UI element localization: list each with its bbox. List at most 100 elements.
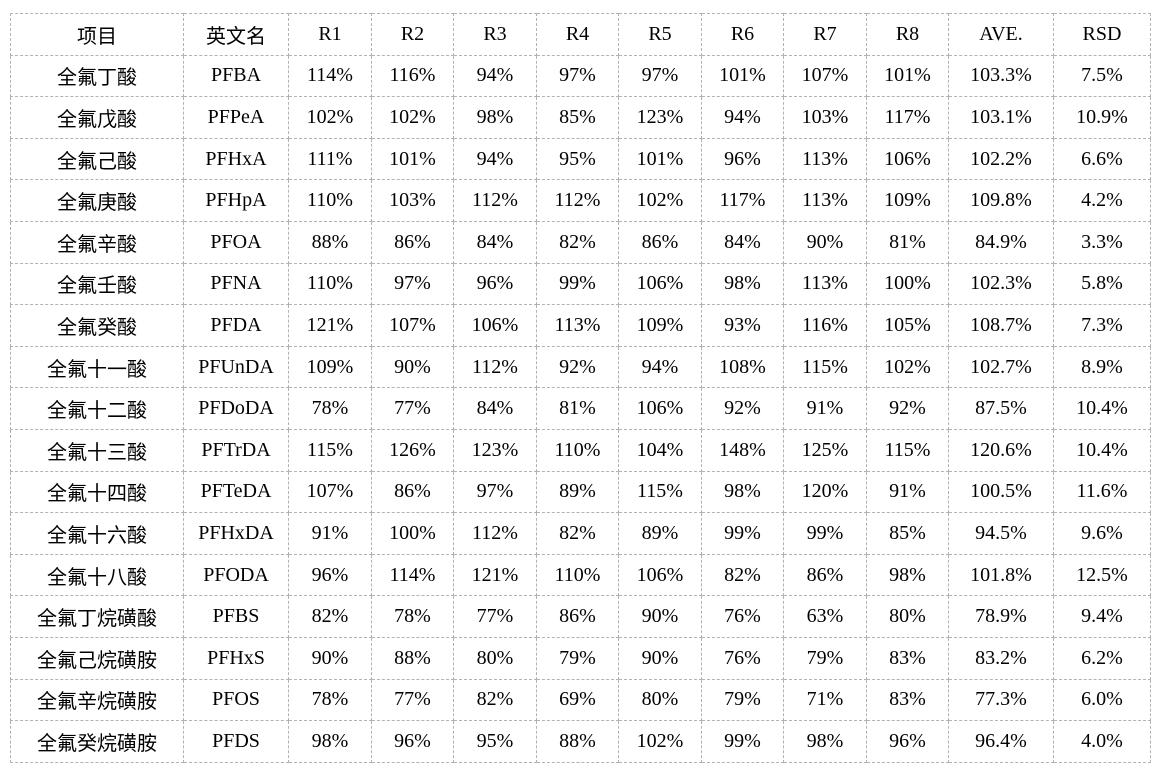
r1-cell: 88% [288, 220, 372, 264]
r7-cell: 90% [783, 220, 867, 264]
table-row: 全氟戊酸 PFPeA 102% 102% 98% 85% 123% 94% 103% 117% 10… [10, 96, 1151, 139]
item-cell: 全氟十四酸 [10, 470, 184, 514]
r7-cell: 103% [783, 96, 867, 139]
r7-cell: 63% [783, 595, 867, 638]
r5-cell: 97% [618, 54, 702, 98]
r7-cell: 115% [783, 345, 867, 389]
r2-cell: 96% [371, 720, 454, 763]
ave-cell: 108.7% [948, 304, 1054, 347]
r6-cell: 93% [701, 304, 784, 347]
r1-cell: 82% [288, 595, 372, 638]
item-cell: 全氟辛酸 [10, 220, 184, 264]
r3-cell: 97% [453, 470, 537, 514]
rsd-cell: 6.2% [1053, 636, 1151, 680]
column-header-r6: R6 [701, 13, 784, 56]
r5-cell: 86% [618, 220, 702, 264]
r3-cell: 82% [453, 678, 537, 722]
r4-cell: 85% [536, 96, 619, 139]
r4-cell: 110% [536, 553, 619, 597]
r6-cell: 76% [701, 636, 784, 680]
r4-cell: 89% [536, 470, 619, 514]
column-header-abbr: 英文名 [183, 13, 289, 56]
r2-cell: 88% [371, 636, 454, 680]
r3-cell: 94% [453, 137, 537, 181]
r8-cell: 98% [866, 553, 949, 597]
r8-cell: 102% [866, 345, 949, 389]
table-row: 全氟十四酸 PFTeDA 107% 86% 97% 89% 115% 98% 120% 91% 10… [10, 470, 1151, 514]
r8-cell: 81% [866, 220, 949, 264]
r5-cell: 102% [618, 179, 702, 222]
r4-cell: 95% [536, 137, 619, 181]
ave-cell: 77.3% [948, 678, 1054, 722]
r1-cell: 115% [288, 428, 372, 472]
table-row: 全氟辛酸 PFOA 88% 86% 84% 82% 86% 84% 90% 81% 84.9% 3.3… [10, 220, 1151, 264]
r7-cell: 98% [783, 720, 867, 763]
table-row: 全氟丁烷磺酸 PFBS 82% 78% 77% 86% 90% 76% 63% 80% 78.9% 9… [10, 595, 1151, 638]
r2-cell: 101% [371, 137, 454, 181]
r4-cell: 110% [536, 428, 619, 472]
r1-cell: 98% [288, 720, 372, 763]
r6-cell: 84% [701, 220, 784, 264]
r3-cell: 123% [453, 428, 537, 472]
ave-cell: 103.1% [948, 96, 1054, 139]
r3-cell: 84% [453, 387, 537, 430]
r8-cell: 91% [866, 470, 949, 514]
r8-cell: 101% [866, 54, 949, 98]
r3-cell: 84% [453, 220, 537, 264]
r2-cell: 77% [371, 678, 454, 722]
r1-cell: 91% [288, 512, 372, 555]
ave-cell: 83.2% [948, 636, 1054, 680]
r5-cell: 80% [618, 678, 702, 722]
table-row: 全氟十六酸 PFHxDA 91% 100% 112% 82% 89% 99% 99% 85% 94.… [10, 512, 1151, 555]
item-cell: 全氟己酸 [10, 137, 184, 181]
r2-cell: 107% [371, 304, 454, 347]
r1-cell: 107% [288, 470, 372, 514]
r3-cell: 96% [453, 262, 537, 306]
r2-cell: 86% [371, 470, 454, 514]
item-cell: 全氟壬酸 [10, 262, 184, 306]
table-row: 全氟癸酸 PFDA 121% 107% 106% 113% 109% 93% 116% 105% 1… [10, 304, 1151, 347]
r6-cell: 82% [701, 553, 784, 597]
abbr-cell: PFHxA [183, 137, 289, 181]
abbr-cell: PFBS [183, 595, 289, 638]
r1-cell: 109% [288, 345, 372, 389]
r3-cell: 121% [453, 553, 537, 597]
r8-cell: 109% [866, 179, 949, 222]
abbr-cell: PFHxS [183, 636, 289, 680]
r5-cell: 104% [618, 428, 702, 472]
rsd-cell: 10.4% [1053, 428, 1151, 472]
table-row: 全氟十二酸 PFDoDA 78% 77% 84% 81% 106% 92% 91% 92% 87.5… [10, 387, 1151, 430]
table-row: 全氟十一酸 PFUnDA 109% 90% 112% 92% 94% 108% 115% 102%… [10, 345, 1151, 389]
r6-cell: 96% [701, 137, 784, 181]
abbr-cell: PFPeA [183, 96, 289, 139]
abbr-cell: PFHxDA [183, 512, 289, 555]
r3-cell: 112% [453, 512, 537, 555]
r5-cell: 106% [618, 553, 702, 597]
rsd-cell: 10.4% [1053, 387, 1151, 430]
rsd-cell: 5.8% [1053, 262, 1151, 306]
ave-cell: 102.7% [948, 345, 1054, 389]
item-cell: 全氟十六酸 [10, 512, 184, 555]
r5-cell: 106% [618, 262, 702, 306]
table-row: 全氟癸烷磺胺 PFDS 98% 96% 95% 88% 102% 99% 98% 96% 96.4%… [10, 720, 1151, 763]
r5-cell: 115% [618, 470, 702, 514]
r1-cell: 110% [288, 179, 372, 222]
r6-cell: 94% [701, 96, 784, 139]
rsd-cell: 9.4% [1053, 595, 1151, 638]
r5-cell: 102% [618, 720, 702, 763]
r8-cell: 100% [866, 262, 949, 306]
r4-cell: 88% [536, 720, 619, 763]
table-row: 全氟辛烷磺胺 PFOS 78% 77% 82% 69% 80% 79% 71% 83% 77.3% 6… [10, 678, 1151, 722]
r8-cell: 117% [866, 96, 949, 139]
r6-cell: 99% [701, 512, 784, 555]
r4-cell: 113% [536, 304, 619, 347]
abbr-cell: PFUnDA [183, 345, 289, 389]
r7-cell: 99% [783, 512, 867, 555]
r1-cell: 78% [288, 387, 372, 430]
rsd-cell: 10.9% [1053, 96, 1151, 139]
r8-cell: 115% [866, 428, 949, 472]
table-row: 全氟十三酸 PFTrDA 115% 126% 123% 110% 104% 148% 125% 1… [10, 428, 1151, 472]
abbr-cell: PFODA [183, 553, 289, 597]
r8-cell: 92% [866, 387, 949, 430]
